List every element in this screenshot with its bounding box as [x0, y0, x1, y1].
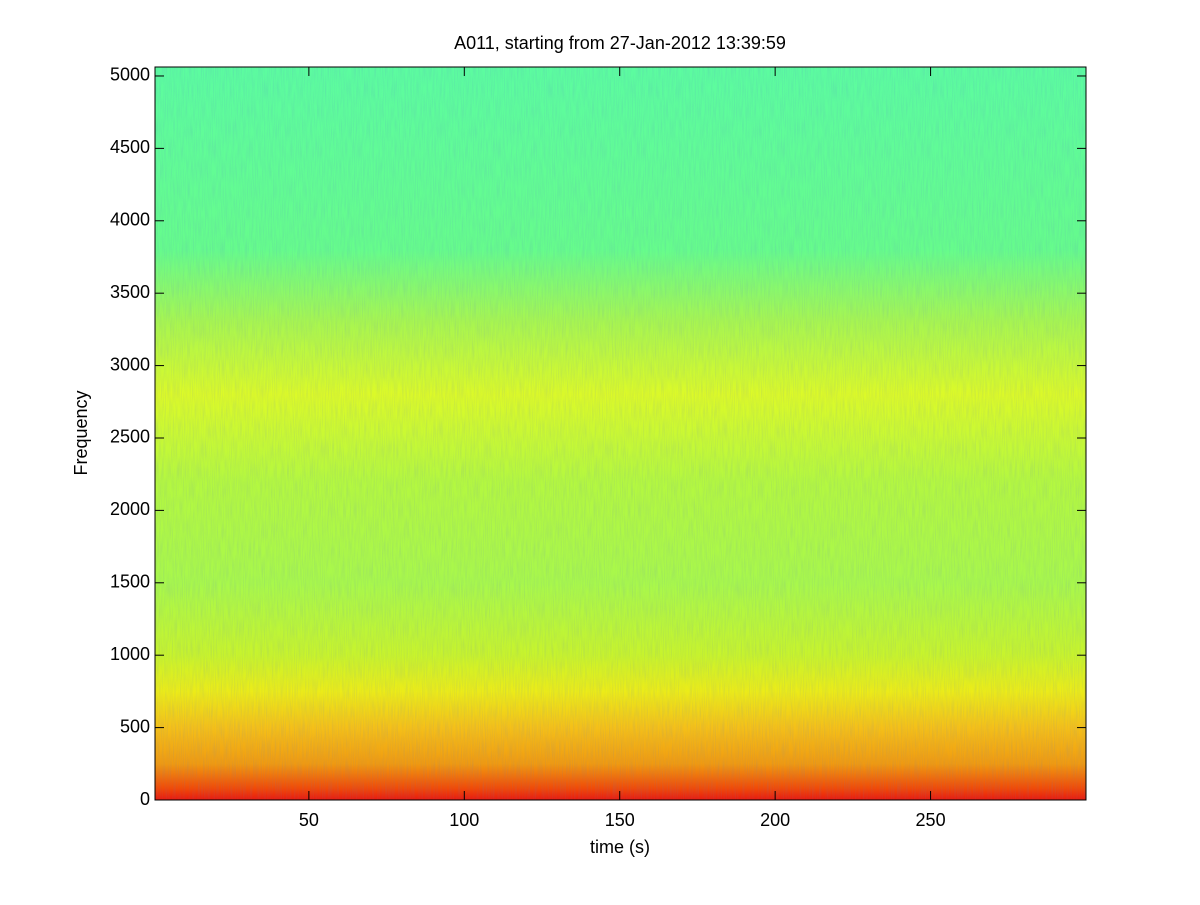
y-tick-label: 1500 — [110, 572, 150, 592]
y-tick-label: 3500 — [110, 282, 150, 302]
y-tick-label: 4000 — [110, 210, 150, 230]
x-tick-label: 150 — [605, 810, 635, 830]
x-tick-label: 250 — [916, 810, 946, 830]
y-axis-label: Frequency — [71, 390, 91, 475]
x-tick-label: 100 — [449, 810, 479, 830]
y-tick-label: 3000 — [110, 354, 150, 374]
y-tick-label: 500 — [120, 716, 150, 736]
y-tick-label: 0 — [140, 789, 150, 809]
y-tick-label: 2000 — [110, 499, 150, 519]
y-tick-label: 2500 — [110, 427, 150, 447]
chart-title: A011, starting from 27-Jan-2012 13:39:59 — [454, 33, 786, 53]
y-tick-label: 4500 — [110, 137, 150, 157]
x-tick-label: 50 — [299, 810, 319, 830]
x-tick-label: 200 — [760, 810, 790, 830]
x-axis-label: time (s) — [590, 837, 650, 857]
y-tick-label: 1000 — [110, 644, 150, 664]
y-tick-label: 5000 — [110, 65, 150, 85]
plot-frame — [154, 66, 1087, 801]
spectrogram-texture — [155, 67, 1086, 800]
